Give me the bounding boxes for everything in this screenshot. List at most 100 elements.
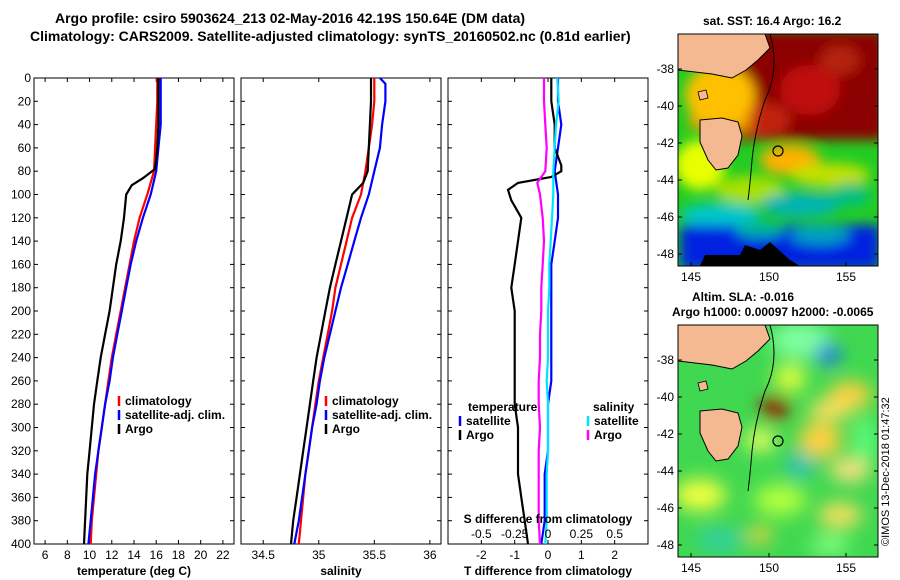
depth-tick-label: 120 (11, 211, 31, 225)
depth-tick-label: 200 (11, 304, 31, 318)
x-tick-label: -1 (509, 548, 520, 562)
legend-label: satellite-adj. clim. (332, 408, 432, 422)
sst-map-frame (677, 33, 879, 267)
panel-temperature: 0 20 40 60 80 100 120 140 160 180 200 220 240 260 280 3… (11, 71, 235, 578)
x-tick-label: 12 (105, 548, 119, 562)
depth-tick-label: 280 (11, 397, 31, 411)
x-tick-label-top: 0.25 (570, 527, 594, 541)
salinity-plot-frame (240, 77, 442, 545)
sla-map-axes: -38 -40 -42 -44 -46 -48 145 150 155 (657, 353, 878, 575)
x-tick-label: 36 (423, 548, 437, 562)
sla-map-title: Altim. SLA: -0.016 (692, 290, 795, 304)
sst-map: -38 -40 -42 -44 -46 -48 145 150 155 (657, 33, 879, 284)
figure-title-line1: Argo profile: csiro 5903624_213 02-May-2… (55, 10, 526, 26)
map-lat-label: -40 (657, 390, 675, 404)
x-tick-label-top: 0 (545, 527, 552, 541)
depth-tick-label: 0 (24, 71, 31, 85)
map-lat-label: -46 (657, 501, 675, 515)
sla-map-frame (677, 324, 879, 558)
x-tick-label-top: -0.25 (501, 527, 529, 541)
depth-tick-label: 140 (11, 234, 31, 248)
legend-label: climatology (125, 394, 192, 408)
temperature-xlabel: temperature (deg C) (77, 564, 191, 578)
figure-title-line2: Climatology: CARS2009. Satellite-adjuste… (30, 28, 631, 44)
map-lon-label: 155 (836, 561, 856, 575)
depth-tick-label: 160 (11, 257, 31, 271)
depth-tick-label: 260 (11, 374, 31, 388)
x-tick-label: 18 (172, 548, 186, 562)
map-lat-label: -46 (657, 210, 675, 224)
x-tick-label: 8 (64, 548, 71, 562)
legend-title-salinity: salinity (593, 400, 635, 414)
x-tick-label: 6 (42, 548, 49, 562)
depth-tick-label: 220 (11, 327, 31, 341)
sst-map-axes: -38 -40 -42 -44 -46 -48 145 150 155 (657, 62, 878, 284)
legend-label: Argo (466, 428, 494, 442)
map-lat-label: -48 (657, 247, 675, 261)
x-tick-label: 35 (312, 548, 326, 562)
x-tick-label: 10 (83, 548, 97, 562)
depth-tick-label: 40 (18, 118, 32, 132)
x-tick-label-top: -0.5 (471, 527, 492, 541)
legend-label: satellite (594, 414, 639, 428)
series-temperature-argo (506, 78, 563, 545)
map-lon-label: 145 (681, 270, 701, 284)
panel-difference: -2 -1 0 1 2 T difference from climatology temp… (447, 77, 649, 578)
x-tick-label: -2 (476, 548, 487, 562)
series-argo (82, 78, 160, 545)
depth-tick-label: 380 (11, 514, 31, 528)
legend-label: Argo (594, 428, 622, 442)
depth-tick-label: 240 (11, 351, 31, 365)
depth-tick-label: 60 (18, 141, 32, 155)
depth-tick-label: 340 (11, 467, 31, 481)
depth-tick-label: 300 (11, 421, 31, 435)
depth-tick-label: 80 (18, 164, 32, 178)
map-lat-label: -38 (657, 353, 675, 367)
depth-tick-label: 320 (11, 444, 31, 458)
series-argo (289, 78, 373, 545)
x-tick-label: 2 (611, 548, 618, 562)
x-tick-label: 0 (545, 548, 552, 562)
depth-tick-label: 100 (11, 188, 31, 202)
map-lon-label: 150 (759, 270, 779, 284)
difference-xlabel-top: S difference from climatology (464, 512, 633, 526)
x-tick-label-top: 0.5 (606, 527, 623, 541)
x-tick-label: 20 (194, 548, 208, 562)
map-lat-label: -48 (657, 538, 675, 552)
map-lon-label: 155 (836, 270, 856, 284)
map-lat-label: -40 (657, 99, 675, 113)
legend-label: climatology (332, 394, 399, 408)
sla-argo-position-marker (772, 435, 784, 447)
map-lat-label: -38 (657, 62, 675, 76)
x-tick-label: 14 (127, 548, 141, 562)
depth-tick-label: 20 (18, 94, 32, 108)
temperature-plot-frame (33, 77, 235, 545)
sst-argo-position-marker (772, 145, 784, 157)
sla-map: -38 -40 -42 -44 -46 -48 145 150 155 (657, 324, 879, 575)
series-satellite-adj-clim- (293, 77, 387, 545)
sla-map-subtitle: Argo h1000: 0.00097 h2000: -0.0065 (672, 305, 874, 319)
map-lat-label: -44 (657, 173, 675, 187)
legend-title-temperature: temperature (468, 400, 538, 414)
depth-tick-label: 360 (11, 490, 31, 504)
legend-label: satellite (466, 414, 511, 428)
map-lat-label: -42 (657, 427, 675, 441)
x-tick-label: 1 (578, 548, 585, 562)
profile-panels: 0204060801001201401601802002202402602803… (11, 71, 649, 578)
map-lon-label: 145 (681, 561, 701, 575)
series-salinity-argo (536, 78, 548, 545)
sst-map-title: sat. SST: 16.4 Argo: 16.2 (703, 14, 842, 28)
map-lat-label: -42 (657, 136, 675, 150)
panel-salinity: 34.5 35 35.5 36 salinity climatologysatellite… (240, 77, 442, 578)
depth-tick-label: 400 (11, 537, 31, 551)
legend-label: Argo (125, 422, 153, 436)
legend-label: satellite-adj. clim. (125, 408, 225, 422)
legend-label: Argo (332, 422, 360, 436)
map-lon-label: 150 (759, 561, 779, 575)
series-salinity-satellite (544, 77, 560, 545)
difference-xlabel: T difference from climatology (464, 564, 632, 578)
series-satellite-adj-clim- (87, 78, 162, 545)
x-tick-label: 35.5 (363, 548, 387, 562)
x-tick-label: 22 (216, 548, 230, 562)
